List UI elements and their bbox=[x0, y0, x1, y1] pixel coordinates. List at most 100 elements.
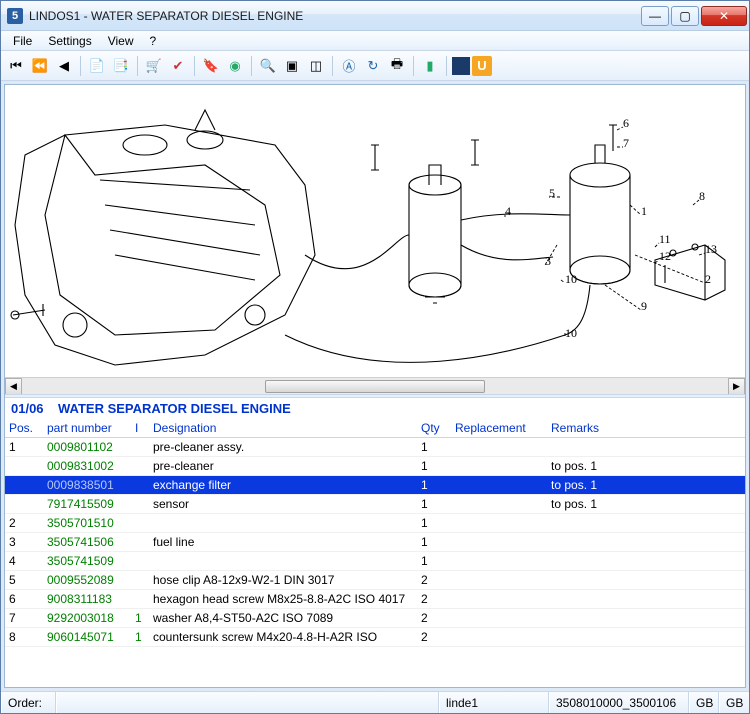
callout-12[interactable]: 12 bbox=[659, 249, 671, 263]
cell-rep bbox=[451, 590, 547, 609]
cell-des bbox=[149, 552, 417, 571]
cell-rep bbox=[451, 628, 547, 647]
cell-pos bbox=[5, 457, 43, 476]
cell-pn: 7917415509 bbox=[43, 495, 131, 514]
cell-pos: 4 bbox=[5, 552, 43, 571]
table-scroll[interactable]: Pos. part number I Designation Qty Repla… bbox=[5, 419, 745, 687]
callout-5[interactable]: 5 bbox=[549, 186, 555, 200]
callout-13[interactable]: 13 bbox=[705, 242, 717, 256]
callout-8[interactable]: 8 bbox=[699, 189, 705, 203]
toolbar: ⏮⏪◀ 📄📑 🛒✔ 🔖◉ 🔍▣◫ Ⓐ↻🖶 ▮ U bbox=[1, 51, 749, 81]
table-row[interactable]: 33505741506fuel line1 bbox=[5, 533, 745, 552]
titlebar: 5 LINDOS1 - WATER SEPARATOR DIESEL ENGIN… bbox=[1, 1, 749, 31]
cell-des: exchange filter bbox=[149, 476, 417, 495]
window-button[interactable]: ◫ bbox=[305, 55, 327, 77]
print-button[interactable]: 🖶 bbox=[386, 55, 408, 77]
cell-qty: 1 bbox=[417, 476, 451, 495]
close-button[interactable]: ✕ bbox=[701, 6, 747, 26]
status-lang1: GB bbox=[689, 692, 719, 713]
parts-table: Pos. part number I Designation Qty Repla… bbox=[5, 419, 745, 647]
cell-pos: 6 bbox=[5, 590, 43, 609]
status-user: linde1 bbox=[439, 692, 549, 713]
cell-i bbox=[131, 571, 149, 590]
menu-[interactable]: ? bbox=[142, 32, 165, 50]
diagram-hscrollbar[interactable]: ◀ ▶ bbox=[5, 377, 745, 394]
status-lang2: GB bbox=[719, 692, 749, 713]
cell-rem: to pos. 1 bbox=[547, 476, 745, 495]
table-row[interactable]: 792920030181washer A8,4-ST50-A2C ISO 708… bbox=[5, 609, 745, 628]
callout-10[interactable]: 10 bbox=[565, 272, 577, 286]
col-i[interactable]: I bbox=[131, 419, 149, 438]
globe-button[interactable]: ◉ bbox=[224, 55, 246, 77]
menu-settings[interactable]: Settings bbox=[40, 32, 99, 50]
col-replacement[interactable]: Replacement bbox=[451, 419, 547, 438]
callout-2[interactable]: 2 bbox=[705, 272, 711, 286]
check-button[interactable]: ✔ bbox=[167, 55, 189, 77]
hscroll-thumb[interactable] bbox=[265, 380, 485, 393]
cell-rem bbox=[547, 628, 745, 647]
hscroll-right-arrow[interactable]: ▶ bbox=[728, 378, 745, 395]
book-button[interactable]: ▮ bbox=[419, 55, 441, 77]
menu-view[interactable]: View bbox=[100, 32, 142, 50]
cell-qty: 1 bbox=[417, 514, 451, 533]
col-qty[interactable]: Qty bbox=[417, 419, 451, 438]
status-order-value bbox=[56, 692, 439, 713]
table-row[interactable]: 435057415091 bbox=[5, 552, 745, 571]
hscroll-track[interactable] bbox=[22, 378, 728, 395]
tag-button[interactable]: 🔖 bbox=[200, 55, 222, 77]
diagram-pane[interactable]: 6 7 5 1 8 4 11 13 12 3 2 10 9 10 bbox=[5, 85, 745, 377]
cell-pn: 9292003018 bbox=[43, 609, 131, 628]
table-row[interactable]: 0009838501 exchange filter1 to pos. 1 bbox=[5, 476, 745, 495]
flag-button[interactable] bbox=[452, 57, 470, 75]
table-row[interactable]: 7917415509sensor1to pos. 1 bbox=[5, 495, 745, 514]
table-row[interactable]: 890601450711countersunk screw M4x20-4.8-… bbox=[5, 628, 745, 647]
menu-file[interactable]: File bbox=[5, 32, 40, 50]
callout-4[interactable]: 4 bbox=[505, 204, 511, 218]
table-row[interactable]: 69008311183hexagon head screw M8x25-8.8-… bbox=[5, 590, 745, 609]
page-button[interactable]: ▣ bbox=[281, 55, 303, 77]
cell-des: countersunk screw M4x20-4.8-H-A2R ISO bbox=[149, 628, 417, 647]
cell-pn: 0009838501 bbox=[43, 476, 131, 495]
cell-qty: 1 bbox=[417, 438, 451, 457]
cell-i bbox=[131, 495, 149, 514]
nav-rewind-button[interactable]: ⏪ bbox=[29, 55, 51, 77]
callout-11[interactable]: 11 bbox=[659, 232, 671, 246]
annotate-button[interactable]: Ⓐ bbox=[338, 55, 360, 77]
nav-prev-button[interactable]: ◀ bbox=[53, 55, 75, 77]
cell-qty: 2 bbox=[417, 590, 451, 609]
cart-button[interactable]: 🛒 bbox=[143, 55, 165, 77]
status-order-label: Order: bbox=[1, 692, 56, 713]
hscroll-left-arrow[interactable]: ◀ bbox=[5, 378, 22, 395]
cell-rem bbox=[547, 552, 745, 571]
zoom-in-button[interactable]: 🔍 bbox=[257, 55, 279, 77]
table-row[interactable]: 10009801102pre-cleaner assy.1 bbox=[5, 438, 745, 457]
callout-6[interactable]: 6 bbox=[623, 116, 629, 130]
callout-9[interactable]: 9 bbox=[641, 299, 647, 313]
nav-first-button[interactable]: ⏮ bbox=[5, 55, 27, 77]
cell-pn: 3505741506 bbox=[43, 533, 131, 552]
table-row[interactable]: 235057015101 bbox=[5, 514, 745, 533]
col-partnumber[interactable]: part number bbox=[43, 419, 131, 438]
cell-rem bbox=[547, 438, 745, 457]
doc-open-button[interactable]: 📄 bbox=[86, 55, 108, 77]
cell-rep bbox=[451, 495, 547, 514]
callout-3[interactable]: 3 bbox=[545, 254, 551, 268]
history-button[interactable]: ↻ bbox=[362, 55, 384, 77]
col-remarks[interactable]: Remarks bbox=[547, 419, 745, 438]
callout-10[interactable]: 10 bbox=[565, 326, 577, 340]
minimize-button[interactable]: — bbox=[641, 6, 669, 26]
callout-7[interactable]: 7 bbox=[623, 136, 629, 150]
table-row[interactable]: 50009552089hose clip A8-12x9-W2-1 DIN 30… bbox=[5, 571, 745, 590]
u-button-button[interactable]: U bbox=[472, 56, 492, 76]
cell-pn: 3505741509 bbox=[43, 552, 131, 571]
cell-i bbox=[131, 476, 149, 495]
cell-rem: to pos. 1 bbox=[547, 457, 745, 476]
callout-1[interactable]: 1 bbox=[641, 204, 647, 218]
table-row[interactable]: 0009831002pre-cleaner1to pos. 1 bbox=[5, 457, 745, 476]
col-pos[interactable]: Pos. bbox=[5, 419, 43, 438]
maximize-button[interactable]: ▢ bbox=[671, 6, 699, 26]
doc-save-button[interactable]: 📑 bbox=[110, 55, 132, 77]
col-designation[interactable]: Designation bbox=[149, 419, 417, 438]
toolbar-separator bbox=[251, 56, 252, 76]
cell-pn: 0009831002 bbox=[43, 457, 131, 476]
